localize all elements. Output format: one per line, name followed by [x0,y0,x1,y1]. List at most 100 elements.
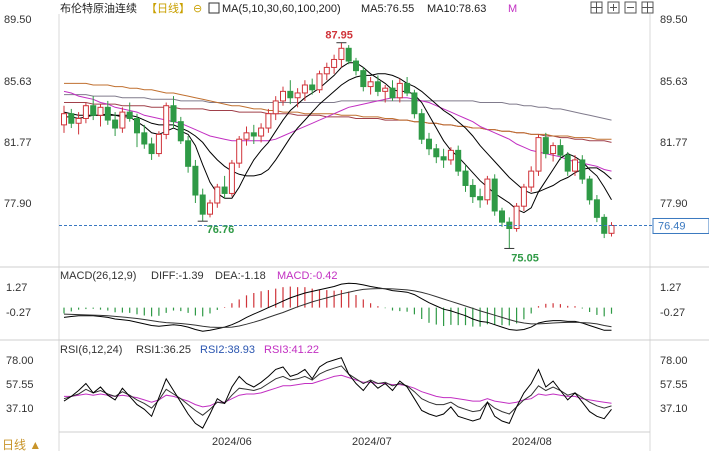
candle [426,132,432,156]
candle-body [90,105,97,116]
price-tick: 81.77 [660,137,688,149]
rsi-label: RSI(6,12,24) [60,344,122,356]
candle-body [338,47,345,60]
macd-dea-value: DEA:-1.18 [215,270,266,282]
candle [280,86,286,106]
layout-icon[interactable] [641,1,654,14]
candle [418,108,425,144]
ma-toggle-icon[interactable] [208,2,220,14]
candle [61,105,67,133]
candle [433,143,440,164]
candle [382,84,389,103]
candle-body [528,170,535,188]
candle-body [119,111,126,129]
candle-body [484,178,491,201]
candle-body [258,127,265,137]
macd-tick: 1.27 [6,282,27,294]
candle-body [221,186,228,194]
candle [221,175,228,199]
toolbar-icons [590,1,654,14]
candle-body [75,117,82,124]
high-low-annotations: 87.95 76.76 75.05 [197,30,539,264]
rsi1-line [63,357,612,429]
candle [155,131,162,157]
candle [586,175,593,205]
candle-body [389,87,396,99]
candle-body [192,165,199,196]
last-price-box [652,217,709,234]
rsi-tick: 57.55 [6,379,34,391]
candle [112,112,119,137]
zoom-in-icon[interactable] [607,1,620,14]
candle-body [134,117,140,134]
candle-body [542,137,549,155]
candle [520,183,527,211]
candle [608,222,615,237]
candle-body [462,170,469,186]
candle-body [360,70,367,88]
rsi-tick: 78.00 [6,355,34,367]
candle [542,132,549,159]
candle-body [557,145,564,156]
candle-body [243,132,250,140]
candle-body [440,156,447,161]
candle-body [323,66,330,75]
candle [272,96,279,121]
candle-body [374,81,381,92]
period-tab[interactable]: 日线 ▲ [2,438,42,452]
rsi3-value: RSI3:41.22 [264,344,319,356]
date-tick: 2024/08 [512,436,552,448]
price-axis-right: 89.50 85.63 81.77 77.90 [660,14,688,210]
rsi-tick: 57.55 [660,379,688,391]
candle [323,62,330,81]
candle [258,123,265,143]
candle-body [520,186,527,207]
candle-body [185,140,192,167]
ma-label: MA(5,10,30,60,100,200) [222,3,341,15]
candle-body [367,81,374,88]
candle [265,108,272,133]
candle-body [564,154,571,172]
candle-body [61,113,67,126]
candle [316,70,323,93]
candle [104,100,111,125]
rsi2-value: RSI2:38.93 [200,344,255,356]
candle [75,112,82,135]
candle-body [447,149,454,161]
crosshair-icon[interactable] [590,1,603,14]
candle-body [579,159,586,180]
candle-body [382,87,389,92]
candle [119,107,126,133]
candle-body [170,105,177,123]
candle-body [97,106,104,116]
candle-body [112,119,119,129]
candle-body [550,145,557,155]
candle [214,183,221,208]
zoom-out-icon[interactable] [624,1,637,14]
candle-body [593,199,600,218]
candle [499,207,505,227]
candle [345,45,352,65]
candle [572,155,578,176]
price-tick: 85.63 [4,76,32,88]
candle [462,164,469,192]
candle-body [404,82,411,94]
ma-more-label[interactable]: M [508,3,517,15]
candle-body [477,196,484,201]
period-label[interactable]: 【日线】 [146,1,190,15]
candle [294,88,301,108]
macd-diff-line [63,282,612,332]
price-axis-left: 89.50 85.63 81.77 77.90 [4,14,32,210]
candle [535,134,542,176]
candle [331,54,338,74]
ma200-line [64,94,612,121]
candle-body [345,47,352,62]
candle [374,75,381,97]
refresh-icon[interactable]: ⊖ [193,2,202,15]
candle [469,179,476,203]
candle [579,155,586,184]
candle-body [250,132,257,137]
candle [353,57,359,76]
candle-body [280,90,286,102]
